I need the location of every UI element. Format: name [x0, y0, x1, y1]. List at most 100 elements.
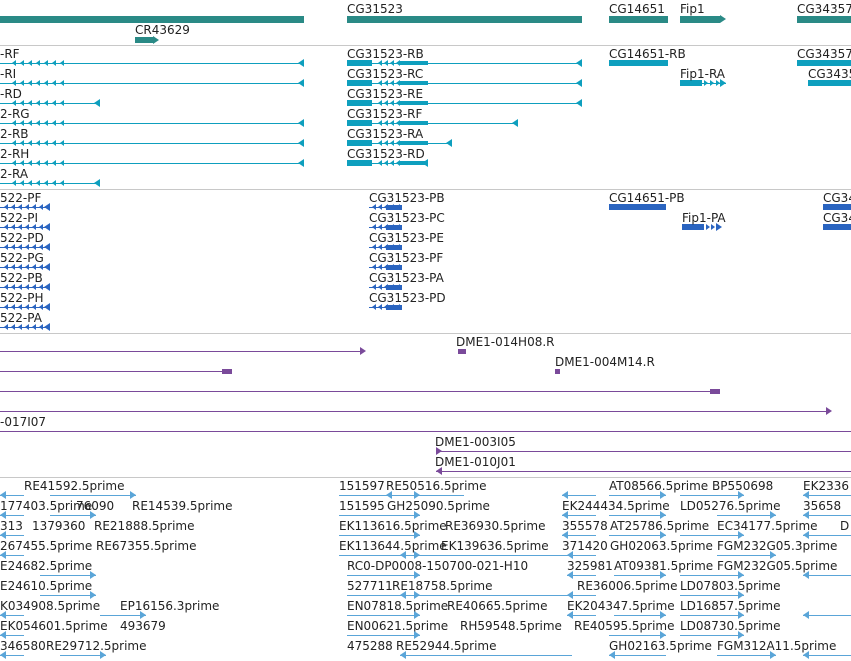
feature-label[interactable]: GH02063.5prime	[610, 539, 713, 553]
clone-box[interactable]	[555, 368, 560, 374]
gene-feature[interactable]	[347, 15, 582, 23]
est-line[interactable]	[0, 615, 24, 616]
est-line[interactable]	[100, 615, 146, 616]
feature-label[interactable]: EK204347.5prime	[567, 599, 675, 613]
est-line[interactable]	[717, 555, 776, 556]
est-line[interactable]	[803, 535, 851, 536]
transcript-line[interactable]	[347, 83, 582, 84]
exon-box[interactable]	[347, 140, 372, 146]
feature-label[interactable]: CG14651-PB	[609, 191, 685, 205]
transcript-line[interactable]	[347, 103, 582, 104]
exon-box[interactable]	[386, 304, 402, 310]
transcript-line[interactable]	[0, 163, 304, 164]
feature-label[interactable]: DME1-004M14.R	[555, 355, 655, 369]
exon-box[interactable]	[400, 81, 428, 85]
feature-label[interactable]: 522-PH	[0, 291, 44, 305]
feature-label[interactable]: LD16857.5prime	[680, 599, 781, 613]
est-line[interactable]	[339, 495, 420, 496]
feature-label[interactable]: 35658	[803, 499, 842, 513]
exon-box[interactable]	[609, 60, 668, 66]
feature-label[interactable]: GH02163.5prime	[609, 639, 712, 653]
est-line[interactable]	[0, 515, 24, 516]
clone-line[interactable]	[0, 411, 826, 412]
feature-label[interactable]: LD08730.5prime	[680, 619, 781, 633]
feature-label[interactable]: CG3435	[808, 67, 851, 81]
est-line[interactable]	[803, 515, 851, 516]
feature-label[interactable]: CG31523-RA	[347, 127, 424, 141]
clone-line[interactable]	[436, 471, 851, 472]
feature-label[interactable]: -RD	[0, 87, 22, 101]
feature-label[interactable]: CG31523-RB	[347, 47, 424, 61]
transcript-line[interactable]	[0, 63, 304, 64]
feature-label[interactable]: 493679	[120, 619, 166, 633]
feature-label[interactable]: E24682.5prime	[0, 559, 93, 573]
exon-box[interactable]	[386, 244, 402, 250]
est-line[interactable]	[347, 615, 420, 616]
est-line[interactable]	[40, 595, 96, 596]
feature-label[interactable]: -RF	[0, 47, 20, 61]
est-line[interactable]	[50, 495, 136, 496]
est-line[interactable]	[803, 655, 851, 656]
feature-label[interactable]: CG34357	[797, 47, 851, 61]
feature-label[interactable]: RE36006.5prime	[577, 579, 678, 593]
transcript-line[interactable]	[347, 63, 582, 64]
feature-label[interactable]: RE36930.5prime	[445, 519, 546, 533]
feature-label[interactable]: RE21888.5prime	[94, 519, 195, 533]
feature-label[interactable]: 522-PD	[0, 231, 44, 245]
exon-box[interactable]	[400, 141, 428, 145]
est-line[interactable]	[609, 535, 666, 536]
feature-label[interactable]: FGM232G05.5prime	[717, 559, 838, 573]
feature-label[interactable]: 151595	[339, 499, 385, 513]
feature-label[interactable]: CG31523-RD	[347, 147, 425, 161]
feature-label[interactable]: 355578	[562, 519, 608, 533]
est-line[interactable]	[717, 655, 776, 656]
exon-box[interactable]	[400, 121, 428, 125]
feature-label[interactable]: CG31523-PB	[369, 191, 445, 205]
feature-label[interactable]: CG31523-PD	[369, 291, 446, 305]
feature-label[interactable]: LD05276.5prime	[680, 499, 781, 513]
est-line[interactable]	[400, 555, 572, 556]
feature-label[interactable]: CG31523	[347, 2, 403, 16]
feature-label[interactable]: 177403.5prime	[0, 499, 93, 513]
feature-label[interactable]: RE14539.5prime	[132, 499, 233, 513]
clone-line[interactable]	[0, 371, 226, 372]
feature-label[interactable]: K034908.5prime	[0, 599, 101, 613]
exon-box[interactable]	[823, 204, 851, 210]
feature-label[interactable]: EC34177.5prime	[717, 519, 818, 533]
est-line[interactable]	[803, 575, 851, 576]
est-line[interactable]	[567, 595, 596, 596]
feature-label[interactable]: RE40595.5prime	[574, 619, 675, 633]
gene-feature[interactable]	[797, 15, 851, 23]
feature-label[interactable]: CG34	[823, 191, 851, 205]
clone-line[interactable]	[0, 351, 360, 352]
est-line[interactable]	[0, 555, 24, 556]
exon-box[interactable]	[386, 264, 402, 270]
feature-label[interactable]: RE50516.5prime	[386, 479, 487, 493]
clone-box[interactable]	[222, 368, 232, 374]
feature-label[interactable]: 527711	[347, 579, 393, 593]
feature-label[interactable]: EN07818.5prime	[347, 599, 449, 613]
transcript-line[interactable]	[0, 83, 304, 84]
feature-label[interactable]: 2-RB	[0, 127, 29, 141]
feature-label[interactable]: RH59548.5prime	[460, 619, 562, 633]
est-line[interactable]	[562, 495, 596, 496]
exon-box[interactable]	[400, 101, 428, 105]
clone-line[interactable]	[0, 431, 851, 432]
feature-label[interactable]: 522-PI	[0, 211, 39, 225]
feature-label[interactable]: RE40665.5prime	[447, 599, 548, 613]
exon-box[interactable]	[400, 61, 428, 65]
est-line[interactable]	[567, 555, 596, 556]
feature-label[interactable]: BP550698	[712, 479, 774, 493]
feature-label[interactable]: 2-RG	[0, 107, 30, 121]
feature-label[interactable]: RE18758.5prime	[392, 579, 493, 593]
transcript-line[interactable]	[680, 83, 726, 84]
exon-box[interactable]	[680, 80, 702, 86]
feature-label[interactable]: 76090	[76, 499, 115, 513]
est-line[interactable]	[562, 535, 596, 536]
est-line[interactable]	[567, 575, 596, 576]
feature-label[interactable]: GH25090.5prime	[387, 499, 490, 513]
est-line[interactable]	[609, 635, 666, 636]
feature-label[interactable]: EP16156.3prime	[120, 599, 220, 613]
feature-label[interactable]: FGM312A11.5prime	[717, 639, 837, 653]
feature-label[interactable]: DME1-014H08.R	[456, 335, 555, 349]
